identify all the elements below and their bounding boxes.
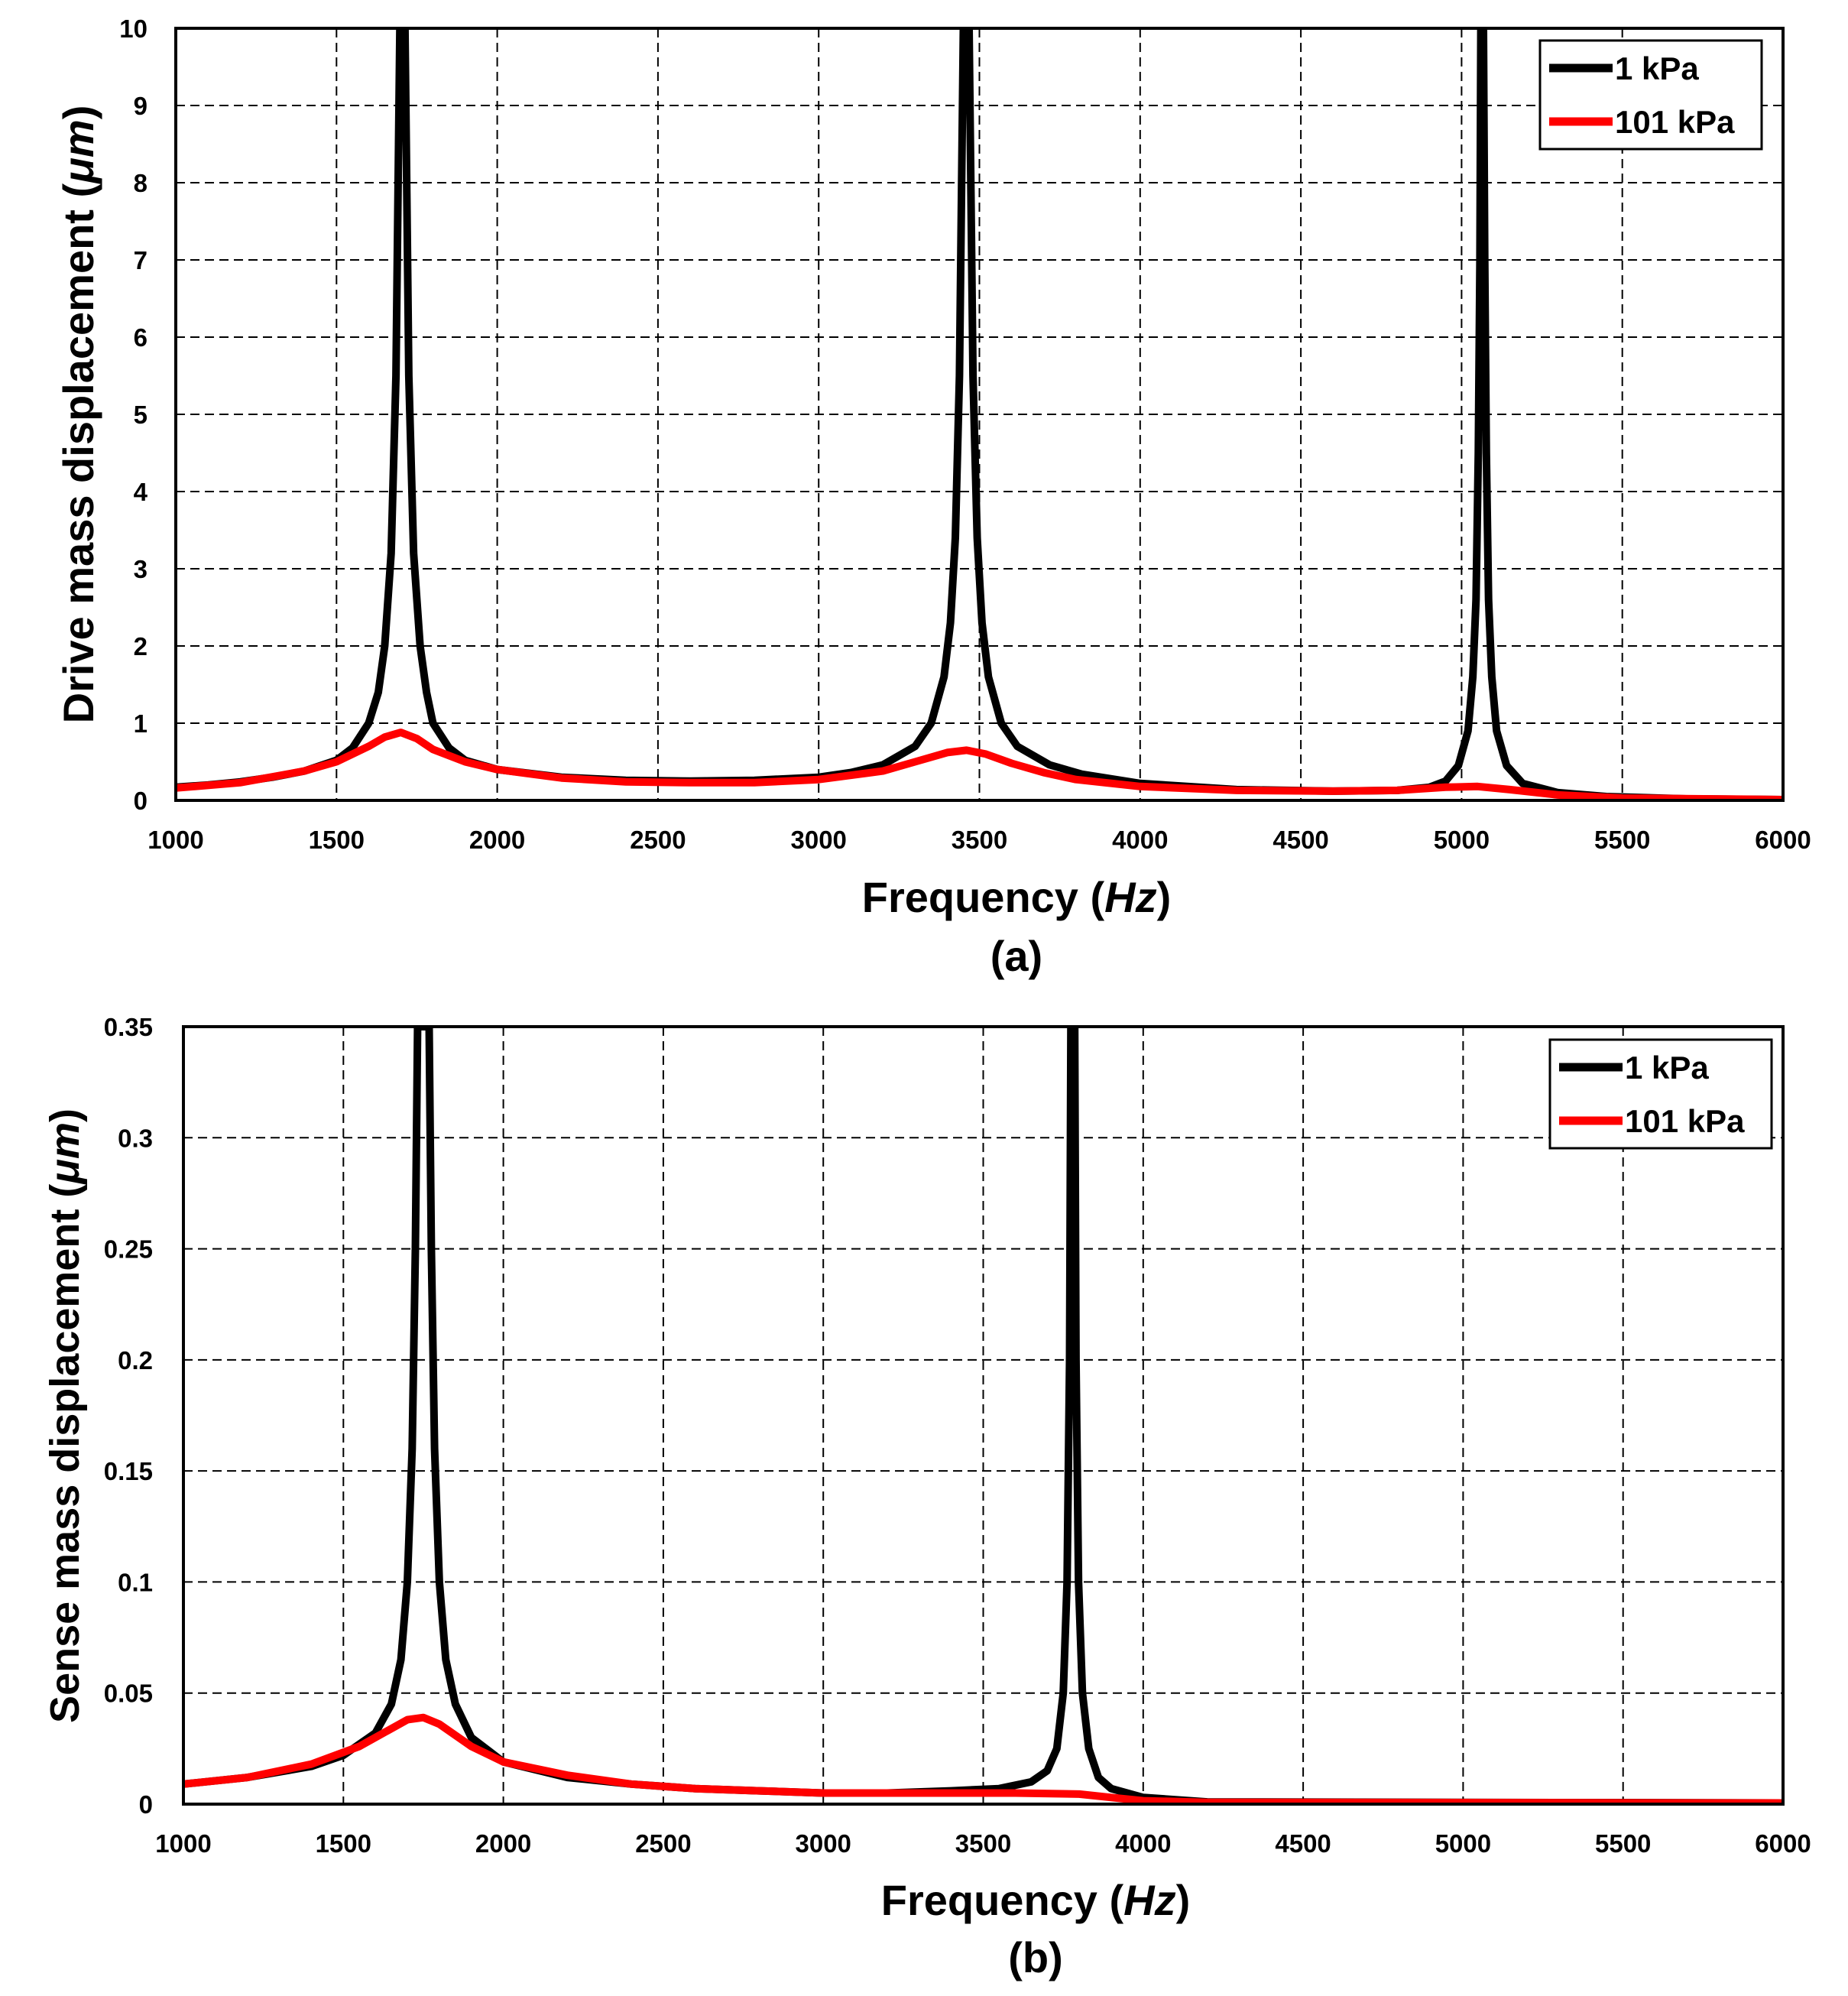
chart-b-y-tick-1: 0.05 <box>104 1680 153 1708</box>
chart-b-y-tick-7: 0.35 <box>104 1013 153 1041</box>
chart-a-caption: (a) <box>990 932 1042 980</box>
chart-a-y-axis-label: Drive mass displacement (μm) <box>54 105 102 724</box>
chart-b-y-axis-label-unit: μm <box>42 1122 88 1186</box>
chart-b-x-tick-2500: 2500 <box>635 1829 691 1858</box>
chart-a-x-tick-labels: 1000 1500 2000 2500 3000 3500 4000 4500 5000 5500… <box>148 826 1811 854</box>
chart-a-x-axis-label-suffix: ) <box>1157 873 1172 921</box>
chart-a-y-tick-10: 10 <box>119 15 148 43</box>
chart-a-x-tick-5000: 5000 <box>1434 826 1490 854</box>
chart-a-legend-label-1kpa: 1 kPa <box>1615 50 1699 86</box>
chart-b-x-axis-label-suffix: ) <box>1176 1876 1191 1924</box>
chart-b-legend-label-1kpa: 1 kPa <box>1625 1050 1709 1086</box>
chart-b-series-group <box>183 1027 1783 1804</box>
chart-a-legend-label-101kpa: 101 kPa <box>1615 104 1735 140</box>
chart-b-x-tick-3000: 3000 <box>795 1829 851 1858</box>
chart-b-grid <box>183 1027 1783 1804</box>
chart-b-series-101kpa-line <box>183 1713 1783 1804</box>
chart-b-y-tick-3: 0.15 <box>104 1457 153 1485</box>
chart-a-x-axis-label: Frequency (Hz) <box>862 873 1172 921</box>
chart-b-x-axis-label-unit: Hz <box>1123 1876 1175 1924</box>
chart-a-y-tick-9: 9 <box>134 92 148 120</box>
chart-a-y-tick-3: 3 <box>134 555 148 583</box>
chart-b-x-tick-1000: 1000 <box>155 1829 211 1858</box>
chart-a-x-tick-1500: 1500 <box>309 826 365 854</box>
chart-a-x-tick-1000: 1000 <box>148 826 203 854</box>
chart-b-y-tick-0: 0 <box>139 1790 153 1819</box>
chart-a-x-tick-2500: 2500 <box>630 826 686 854</box>
chart-a-y-tick-5: 5 <box>134 401 148 429</box>
chart-b-x-tick-4000: 4000 <box>1115 1829 1171 1858</box>
chart-b-x-tick-4500: 4500 <box>1275 1829 1331 1858</box>
chart-a-y-tick-labels: 0 1 2 3 4 5 6 7 8 9 10 <box>119 15 148 815</box>
chart-a-x-tick-4500: 4500 <box>1273 826 1328 854</box>
chart-a-legend-box <box>1538 39 1763 151</box>
chart-b-y-axis-label: Sense mass displacement (μm) <box>42 1108 88 1723</box>
chart-a-x-tick-2000: 2000 <box>469 826 525 854</box>
chart-b-sense-mass: 1000 1500 2000 2500 3000 3500 4000 4500 5000 5500… <box>42 1013 1811 1981</box>
chart-a-x-tick-5500: 5500 <box>1594 826 1650 854</box>
chart-a-y-tick-0: 0 <box>134 787 148 815</box>
chart-a-y-axis-label-unit: μm <box>54 119 102 185</box>
chart-a-plot-border <box>174 27 1785 802</box>
chart-b-plot-border <box>182 1025 1785 1806</box>
chart-a-series-1kpa-line <box>176 28 1783 800</box>
chart-b-x-tick-6000: 6000 <box>1755 1829 1811 1858</box>
chart-b-x-tick-5500: 5500 <box>1595 1829 1651 1858</box>
chart-b-y-tick-6: 0.3 <box>118 1124 153 1152</box>
chart-a-y-tick-7: 7 <box>134 246 148 274</box>
chart-b-x-tick-3500: 3500 <box>955 1829 1011 1858</box>
chart-a-x-axis-label-prefix: Frequency ( <box>862 873 1105 921</box>
chart-a-x-tick-6000: 6000 <box>1755 826 1811 854</box>
chart-b-x-tick-1500: 1500 <box>316 1829 371 1858</box>
chart-b-y-tick-5: 0.25 <box>104 1235 153 1264</box>
chart-b-x-axis-label: Frequency (Hz) <box>881 1876 1191 1924</box>
chart-b-legend: 1 kPa 101 kPa <box>1548 1038 1773 1150</box>
chart-a-x-tick-4000: 4000 <box>1112 826 1168 854</box>
chart-b-y-tick-4: 0.2 <box>118 1346 153 1374</box>
chart-a-y-tick-1: 1 <box>134 709 148 738</box>
chart-b-y-tick-2: 0.1 <box>118 1568 153 1596</box>
chart-a-y-tick-2: 2 <box>134 632 148 660</box>
chart-a-legend: 1 kPa 101 kPa <box>1538 39 1763 151</box>
chart-b-y-tick-labels: 0 0.05 0.1 0.15 0.2 0.25 0.3 0.35 <box>104 1013 153 1819</box>
chart-a-series-group <box>176 28 1783 800</box>
chart-a-y-tick-6: 6 <box>134 323 148 352</box>
chart-b-legend-box <box>1548 1038 1773 1150</box>
chart-b-y-axis-label-prefix: Sense mass displacement ( <box>42 1184 88 1723</box>
chart-a-y-tick-4: 4 <box>134 478 148 506</box>
chart-a-x-tick-3500: 3500 <box>952 826 1007 854</box>
chart-a-x-tick-3000: 3000 <box>790 826 846 854</box>
chart-b-caption: (b) <box>1008 1933 1063 1981</box>
chart-b-x-tick-labels: 1000 1500 2000 2500 3000 3500 4000 4500 5000 5500… <box>155 1829 1811 1858</box>
chart-a-series-101kpa-line <box>176 729 1783 800</box>
chart-b-x-axis-label-prefix: Frequency ( <box>881 1876 1124 1924</box>
chart-b-legend-label-101kpa: 101 kPa <box>1625 1103 1745 1139</box>
chart-b-x-tick-2000: 2000 <box>475 1829 531 1858</box>
chart-a-y-tick-8: 8 <box>134 169 148 197</box>
chart-b-x-tick-5000: 5000 <box>1435 1829 1491 1858</box>
chart-b-y-axis-label-suffix: ) <box>42 1108 88 1122</box>
chart-a-y-axis-label-prefix: Drive mass displacement ( <box>54 183 102 723</box>
chart-a-x-axis-label-unit: Hz <box>1104 873 1156 921</box>
chart-a-drive-mass: 1000 1500 2000 2500 3000 3500 4000 4500 5000 5500… <box>54 15 1811 980</box>
chart-a-y-axis-label-suffix: ) <box>54 105 102 120</box>
